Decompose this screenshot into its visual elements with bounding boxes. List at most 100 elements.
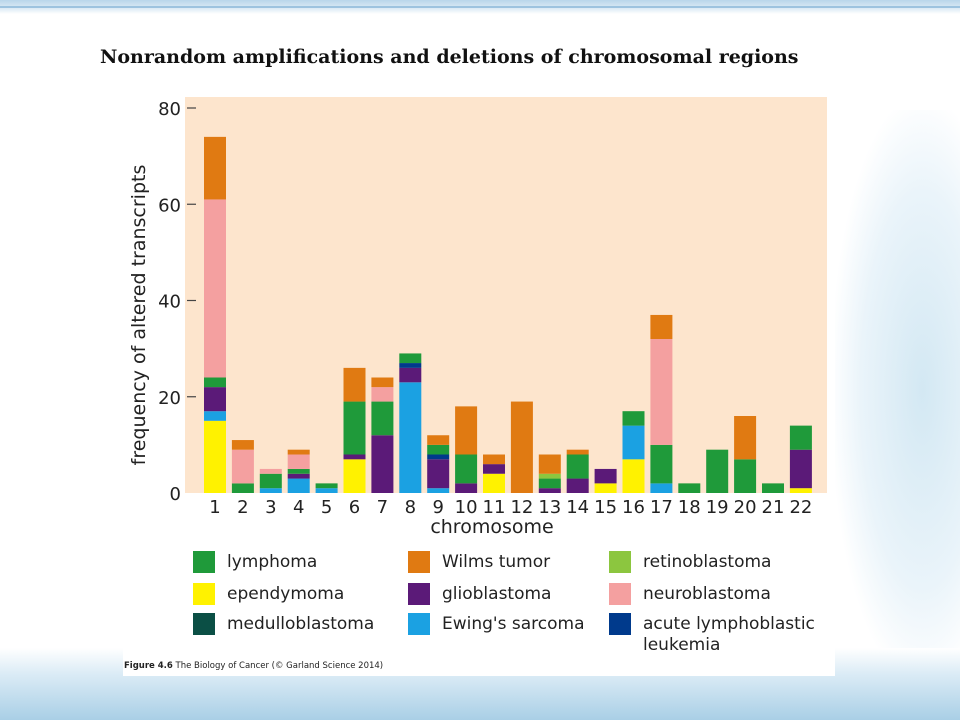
bar-segment [483,464,505,474]
bar-segment [204,411,226,421]
bar-segment [315,483,338,489]
bar-segment [789,488,812,493]
bar-segment [204,199,226,378]
legend-swatch [193,613,215,635]
bar-segment [650,339,673,445]
x-tick-label: 16 [622,497,645,518]
bar-segment [399,353,422,364]
x-tick-label: 20 [734,497,757,518]
x-axis-label: chromosome [430,516,553,538]
bar-segment [455,406,478,455]
x-tick-label: 10 [455,497,478,518]
x-tick-label: 11 [483,497,506,518]
bar-segment [762,483,784,493]
legend-swatch [609,613,631,635]
legend-label: acute lymphoblastic leukemia [643,614,815,655]
bar-segment [371,387,394,402]
bar-segment [483,454,505,465]
bar-segment [734,459,757,493]
bar-segment [622,425,645,460]
x-tick-label: 5 [321,497,332,518]
bar-segment [427,459,450,489]
legend-label: retinoblastoma [643,552,772,572]
bar-segment [259,488,282,493]
top-decoration-line [0,6,960,8]
x-tick-label: 9 [432,497,443,518]
bar-segment [734,416,757,460]
bar-segment [706,449,729,493]
legend-swatch [609,583,631,605]
x-tick-label: 18 [678,497,701,518]
legend-label: lymphoma [227,552,318,572]
bar-segment [594,468,617,484]
bar-segment [399,367,422,383]
bar-segment [427,488,450,493]
bar-segment [566,454,589,479]
bar-segment [622,411,645,426]
legend-label: Ewing's sarcoma [442,614,585,634]
bar-segment [678,483,701,493]
legend-label: neuroblastoma [643,584,771,604]
legend-swatch [609,551,631,573]
y-tick-label: 60 [158,195,181,216]
right-decoration-pattern [835,110,960,670]
slide-title: Nonrandom amplifications and deletions o… [100,46,799,68]
bar-segment [455,483,478,493]
bar-segment [343,459,366,493]
bar-segment [231,440,254,450]
x-tick-label: 14 [566,497,589,518]
bar-segment [789,425,812,450]
bar-segment [399,363,422,368]
plot-area-background [185,97,827,493]
legend-label: Wilms tumor [442,552,551,572]
x-tick-label: 17 [650,497,673,518]
x-tick-label: 6 [349,497,360,518]
bar-segment [231,449,254,484]
bar-segment [204,377,226,388]
bar-segment [371,401,394,436]
bar-segment [231,483,254,493]
bar-segment [594,483,617,493]
y-axis-label: frequency of altered transcripts [128,165,150,466]
legend-swatch [408,551,430,573]
bar-segment [399,382,422,493]
legend-label: medulloblastoma [227,614,375,634]
bar-segment [315,488,338,493]
bar-segment [538,488,561,493]
bar-segment [371,435,394,493]
y-tick-label: 20 [158,388,181,409]
bar-segment [371,377,394,388]
legend-swatch [408,583,430,605]
bar-segment [427,435,450,445]
bar-segment [566,478,589,493]
bar-segment [259,468,282,474]
bar-segment [287,478,310,493]
bar-segment [343,367,366,402]
bar-segment [259,473,282,489]
bar-segment [204,136,226,200]
bar-segment [510,401,533,493]
bar-segment [204,420,226,493]
x-tick-label: 13 [538,497,561,518]
caption-figure-number: Figure 4.6 [124,661,173,671]
legend-swatch [193,583,215,605]
x-tick-label: 22 [789,497,812,518]
bar-segment [455,454,478,484]
figure-caption: Figure 4.6 The Biology of Cancer (© Garl… [124,661,383,671]
bar-segment [343,401,366,455]
y-tick-label: 80 [158,99,181,120]
x-tick-label: 2 [237,497,248,518]
legend-swatch [408,613,430,635]
bar-segment [566,449,589,455]
x-tick-label: 19 [706,497,729,518]
bar-segment [287,449,310,455]
x-tick-label: 3 [265,497,276,518]
legend-swatch [193,551,215,573]
bar-segment [650,314,673,339]
y-tick-label: 40 [158,292,181,313]
legend-label: glioblastoma [442,584,552,604]
y-tick-label: 0 [170,484,181,505]
bar-segment [287,454,310,469]
bar-segment [287,468,310,474]
